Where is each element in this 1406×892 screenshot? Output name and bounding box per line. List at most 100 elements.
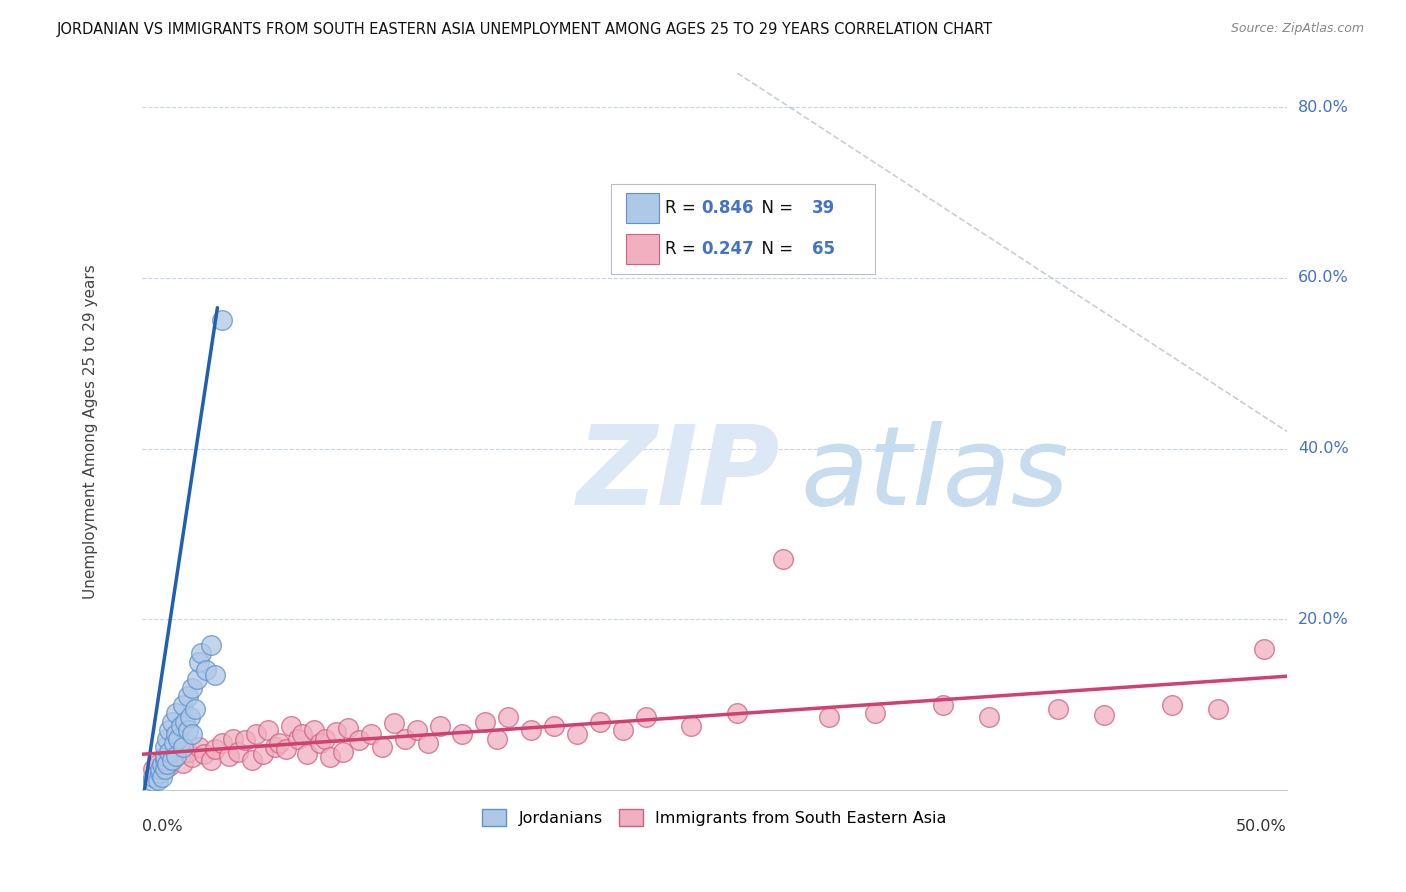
Point: [394, 731, 416, 746]
Point: [157, 759, 180, 773]
Point: [172, 698, 194, 712]
FancyBboxPatch shape: [626, 234, 659, 264]
Point: [172, 740, 194, 755]
Point: [152, 757, 174, 772]
Point: [157, 745, 180, 759]
Point: [817, 710, 839, 724]
Point: [165, 706, 187, 720]
Point: [772, 552, 794, 566]
Point: [543, 719, 565, 733]
Point: [681, 719, 703, 733]
Point: [172, 756, 194, 770]
Text: 40.0%: 40.0%: [1298, 441, 1348, 456]
Point: [634, 710, 657, 724]
Point: [152, 770, 174, 784]
Point: [520, 723, 543, 738]
Point: [240, 753, 263, 767]
Point: [188, 740, 211, 755]
Point: [165, 748, 187, 763]
Point: [211, 313, 233, 327]
Point: [146, 772, 169, 787]
Point: [146, 757, 169, 772]
Point: [176, 689, 198, 703]
Point: [149, 765, 172, 780]
Point: [318, 750, 340, 764]
Point: [371, 740, 394, 755]
Point: [142, 770, 165, 784]
Point: [725, 706, 748, 720]
Point: [1092, 707, 1115, 722]
Text: 0.0%: 0.0%: [142, 819, 183, 834]
Point: [496, 710, 519, 724]
Point: [233, 733, 256, 747]
Point: [160, 714, 183, 729]
Point: [256, 723, 278, 738]
Text: JORDANIAN VS IMMIGRANTS FROM SOUTH EASTERN ASIA UNEMPLOYMENT AMONG AGES 25 TO 29: JORDANIAN VS IMMIGRANTS FROM SOUTH EASTE…: [56, 22, 993, 37]
Point: [186, 672, 208, 686]
Point: [156, 757, 179, 772]
Point: [416, 736, 439, 750]
Point: [181, 681, 204, 695]
Text: Unemployment Among Ages 25 to 29 years: Unemployment Among Ages 25 to 29 years: [83, 264, 98, 599]
Point: [160, 753, 183, 767]
Point: [200, 638, 222, 652]
FancyBboxPatch shape: [626, 193, 659, 223]
Text: Source: ZipAtlas.com: Source: ZipAtlas.com: [1230, 22, 1364, 36]
Point: [979, 710, 1001, 724]
Text: ZIP: ZIP: [576, 421, 780, 528]
Point: [280, 719, 302, 733]
Point: [302, 723, 325, 738]
Point: [429, 719, 451, 733]
Text: 39: 39: [811, 199, 835, 217]
Text: 80.0%: 80.0%: [1298, 100, 1348, 114]
FancyBboxPatch shape: [612, 184, 875, 274]
Point: [485, 731, 508, 746]
Point: [263, 740, 285, 755]
Point: [863, 706, 886, 720]
Point: [193, 747, 215, 761]
Point: [336, 722, 359, 736]
Point: [181, 750, 204, 764]
Point: [165, 748, 187, 763]
Point: [252, 747, 274, 761]
Point: [1206, 702, 1229, 716]
Text: 60.0%: 60.0%: [1298, 270, 1348, 285]
Point: [1046, 702, 1069, 716]
Text: 20.0%: 20.0%: [1298, 612, 1348, 627]
Point: [1161, 698, 1184, 712]
Point: [565, 727, 588, 741]
Point: [167, 731, 190, 746]
Text: 0.846: 0.846: [702, 199, 754, 217]
Point: [176, 723, 198, 738]
Point: [332, 745, 354, 759]
Text: R =: R =: [665, 240, 702, 258]
Point: [142, 774, 165, 789]
Point: [295, 747, 318, 761]
Point: [190, 646, 212, 660]
Point: [153, 753, 176, 767]
Point: [181, 727, 204, 741]
Point: [204, 742, 226, 756]
Point: [149, 762, 172, 776]
Point: [218, 748, 240, 763]
Legend: Jordanians, Immigrants from South Eastern Asia: Jordanians, Immigrants from South Easter…: [475, 803, 953, 832]
Point: [204, 667, 226, 681]
Point: [274, 742, 297, 756]
Point: [174, 714, 197, 729]
Point: [165, 727, 187, 741]
Point: [1253, 642, 1275, 657]
Point: [291, 727, 314, 741]
Point: [157, 723, 180, 738]
Point: [309, 736, 332, 750]
Point: [612, 723, 634, 738]
Point: [170, 719, 193, 733]
Point: [325, 725, 347, 739]
Point: [222, 731, 245, 746]
Point: [153, 740, 176, 755]
Point: [183, 702, 205, 716]
Point: [156, 731, 179, 746]
Point: [405, 723, 427, 738]
Point: [153, 748, 176, 763]
Point: [269, 736, 291, 750]
Point: [142, 762, 165, 776]
